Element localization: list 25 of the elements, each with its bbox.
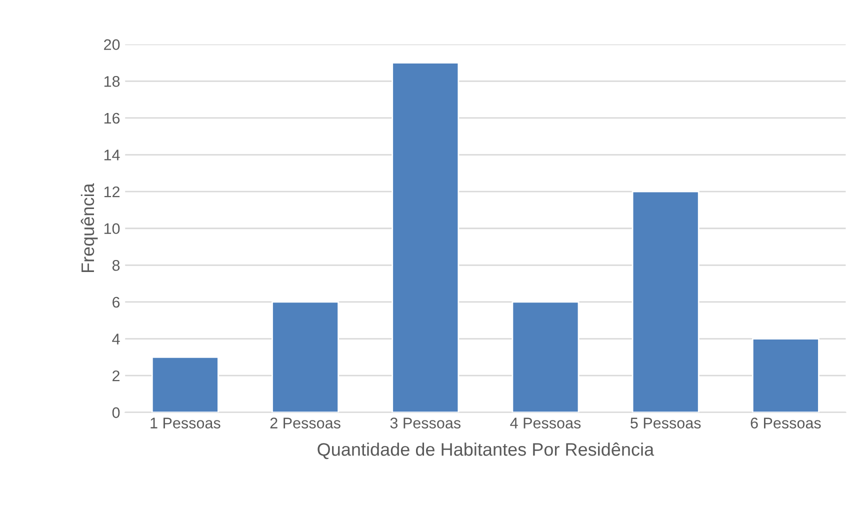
y-tick-label: 14 [104, 150, 120, 160]
x-axis-title: Quantidade de Habitantes Por Residência [318, 442, 654, 460]
y-tick-label: 18 [104, 76, 120, 87]
x-tick-label: 1 Pessoas [150, 418, 220, 428]
x-tick-label: 6 Pessoas [750, 418, 821, 428]
bar [632, 190, 700, 412]
bar [752, 338, 820, 412]
y-tick-label: 8 [112, 260, 120, 271]
y-tick-label: 10 [104, 223, 120, 234]
y-axis-title: Frequência [80, 183, 98, 272]
x-tick-label: 2 Pessoas [270, 418, 340, 428]
bar [512, 301, 580, 412]
bar [392, 62, 460, 412]
y-tick-label: 12 [104, 186, 120, 198]
bar [151, 356, 219, 412]
y-tick-label: 16 [104, 112, 120, 124]
y-tick-label: 6 [112, 296, 120, 308]
y-tick-label: 20 [104, 39, 120, 50]
x-tick-label: 4 Pessoas [510, 418, 581, 428]
x-tick-label: 3 Pessoas [390, 418, 461, 428]
x-tick-label: 5 Pessoas [630, 418, 701, 428]
y-tick-label: 0 [112, 407, 120, 418]
bar [272, 301, 340, 412]
y-tick-label: 2 [112, 370, 120, 382]
y-tick-label: 4 [112, 334, 120, 344]
